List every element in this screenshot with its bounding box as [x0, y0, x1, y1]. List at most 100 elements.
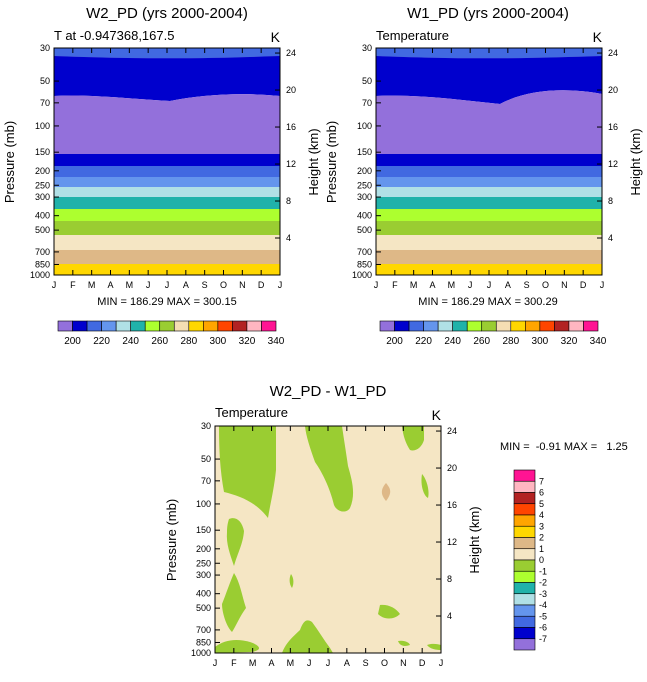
diff-negative-region-3	[402, 426, 424, 451]
stats-label: MIN = -0.91 MAX = 1.25	[500, 441, 628, 453]
band-gold	[54, 264, 280, 275]
y-axis-right-label: Height (km)	[628, 128, 643, 195]
diff-positive-region-1	[381, 483, 391, 501]
y-tick-label: 50	[40, 76, 50, 86]
y-axis-label: Pressure (mb)	[324, 121, 339, 203]
colorbar-swatch	[437, 320, 453, 332]
colorbar-label: -5	[539, 611, 547, 621]
x-tick-label: J	[165, 280, 170, 290]
band-lime	[376, 209, 602, 221]
colorbar-label: 220	[415, 336, 432, 347]
band-cornflower	[376, 177, 602, 187]
band-navy-low	[54, 154, 280, 166]
x-tick-label: O	[542, 280, 549, 290]
y-tick-label: 400	[196, 589, 211, 599]
y-tick-label: 100	[35, 121, 50, 131]
x-tick-label: M	[88, 280, 96, 290]
colorbar-swatch	[203, 320, 219, 332]
colorbar-label: 1	[539, 544, 544, 554]
colorbar-swatch	[86, 320, 102, 332]
stats-label: MIN = 186.29 MAX = 300.15	[97, 296, 236, 308]
colorbar-label: 340	[590, 336, 607, 347]
y-tick-label: 200	[35, 166, 50, 176]
band-lime	[54, 209, 280, 221]
panel-units-label: K	[432, 407, 442, 423]
y-tick-right-label: 4	[447, 611, 452, 621]
colorbar-swatch	[513, 503, 536, 516]
colorbar-swatch	[513, 514, 536, 527]
colorbar-swatch	[513, 570, 536, 583]
colorbar-swatch	[144, 320, 161, 332]
contour-plot-area	[53, 47, 281, 276]
y-tick-label: 850	[357, 259, 372, 269]
y-tick-right-label: 16	[286, 122, 296, 132]
y-tick-label: 850	[196, 637, 211, 647]
colorbar-label: 280	[502, 336, 519, 347]
colorbar-label: 3	[539, 521, 544, 531]
colorbar-swatch	[513, 525, 536, 538]
colorbar-swatch	[246, 320, 262, 332]
y-tick-right-label: 12	[608, 159, 618, 169]
band-powder	[54, 187, 280, 197]
y-tick-label: 500	[196, 603, 211, 613]
colorbar-label: -7	[539, 634, 547, 644]
colorbar-swatch	[115, 320, 131, 332]
y-axis-label: Pressure (mb)	[164, 499, 179, 581]
colorbar-swatch	[513, 593, 536, 606]
y-tick-right-label: 20	[447, 463, 457, 473]
contour-plot-area	[375, 47, 603, 276]
y-tick-label: 300	[196, 570, 211, 580]
x-tick-label: A	[505, 280, 511, 290]
y-tick-right-label: 4	[286, 233, 291, 243]
y-tick-right-label: 24	[286, 48, 296, 58]
colorbar-label: 6	[539, 488, 544, 498]
y-tick-label: 1000	[30, 270, 50, 280]
diff-negative-region-6	[222, 573, 246, 632]
panel-units-label: K	[271, 29, 281, 45]
colorbar-swatch	[173, 320, 190, 332]
colorbar-swatch	[130, 320, 146, 332]
y-axis-label: Pressure (mb)	[2, 121, 17, 203]
band-gold	[376, 264, 602, 275]
colorbar-label: 280	[180, 336, 197, 347]
y-tick-label: 70	[201, 476, 211, 486]
diff-negative-region-10	[427, 643, 441, 650]
x-tick-label: A	[344, 658, 350, 668]
colorbar-label: -6	[539, 623, 547, 633]
y-tick-label: 30	[362, 43, 372, 53]
y-tick-label: 700	[357, 247, 372, 257]
y-tick-right-label: 16	[608, 122, 618, 132]
y-tick-label: 500	[357, 225, 372, 235]
colorbar-label: 320	[239, 336, 256, 347]
diff-negative-region-2	[305, 426, 354, 512]
band-wheat	[376, 235, 602, 250]
colorbar-label: 240	[122, 336, 139, 347]
colorbar-swatch	[583, 320, 599, 332]
x-tick-label: A	[107, 280, 113, 290]
x-tick-label: M	[249, 658, 257, 668]
band-purple-mid	[376, 90, 602, 154]
colorbar-swatch	[72, 320, 88, 332]
diff-negative-region-5	[226, 518, 244, 566]
diff-negative-region-4	[421, 474, 429, 498]
colorbar-swatch	[554, 320, 570, 332]
colorbar-swatch	[452, 320, 468, 332]
colorbar-swatch	[495, 320, 512, 332]
colorbar-label: -2	[539, 578, 547, 588]
x-tick-label: J	[146, 280, 151, 290]
axes: J F M A M J J A S O N D J 30 50 70 100 150 200 250 300 400 500…	[352, 43, 618, 290]
colorbar-label: 260	[151, 336, 168, 347]
colorbar-label: 4	[539, 510, 544, 520]
y-tick-label: 250	[35, 180, 50, 190]
x-tick-label: S	[524, 280, 530, 290]
band-wheat	[54, 235, 280, 250]
colorbar-swatch	[466, 320, 483, 332]
band-cornflower	[54, 177, 280, 187]
y-tick-label: 400	[357, 211, 372, 221]
x-tick-label: J	[600, 280, 605, 290]
x-tick-label: J	[468, 280, 473, 290]
panel-left-label: Temperature	[215, 405, 288, 420]
colorbar-label: 0	[539, 555, 544, 565]
